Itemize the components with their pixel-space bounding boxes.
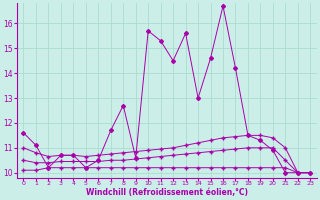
X-axis label: Windchill (Refroidissement éolien,°C): Windchill (Refroidissement éolien,°C) [86,188,248,197]
